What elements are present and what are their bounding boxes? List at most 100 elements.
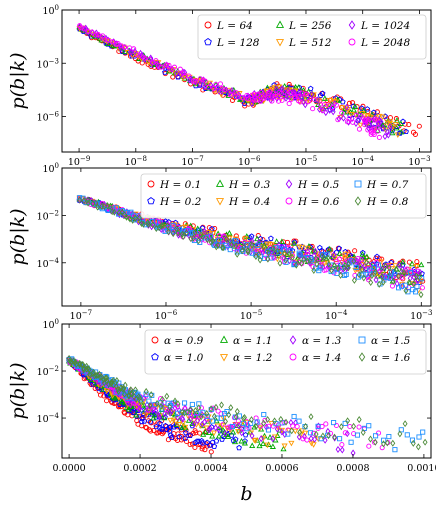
point — [307, 430, 314, 436]
point — [265, 427, 272, 433]
point — [335, 445, 341, 454]
legend-label: α = 1.1 — [233, 335, 272, 347]
chart-panel-2: 10−7 10−6 10−5 10−4 10−3 100 10−2 10−4 p(b|k) H =… — [7, 162, 433, 322]
point — [344, 103, 350, 111]
point — [199, 446, 205, 452]
point — [93, 32, 99, 38]
point — [132, 386, 138, 394]
legend-label: H = 0.3 — [228, 179, 271, 191]
point — [172, 397, 178, 405]
point — [278, 86, 284, 94]
point — [315, 436, 322, 443]
point — [375, 430, 382, 436]
point — [333, 249, 340, 255]
point — [242, 236, 249, 242]
point — [85, 199, 91, 207]
point — [219, 85, 225, 92]
point — [406, 122, 412, 128]
point — [134, 52, 140, 58]
point — [322, 436, 328, 444]
point — [210, 430, 218, 437]
point — [229, 424, 235, 430]
x-tick-label: 10−6 — [155, 309, 178, 322]
x-tick-label: 10−4 — [325, 309, 348, 322]
point — [339, 446, 345, 454]
point — [231, 438, 239, 445]
point — [363, 253, 370, 260]
point — [220, 244, 225, 251]
point — [125, 210, 131, 216]
point — [283, 256, 289, 264]
point — [289, 253, 295, 261]
point — [186, 73, 192, 79]
point — [315, 251, 322, 258]
point — [278, 415, 284, 423]
point — [351, 276, 357, 284]
legend-label: H = 0.5 — [297, 179, 340, 191]
point — [401, 269, 407, 277]
point — [104, 376, 110, 384]
point — [308, 413, 314, 421]
point — [305, 99, 311, 105]
point — [348, 439, 354, 445]
point — [161, 405, 168, 412]
point — [391, 271, 398, 277]
point — [304, 437, 310, 443]
point — [150, 414, 157, 421]
point — [305, 247, 311, 255]
point — [236, 444, 242, 451]
point — [386, 263, 392, 269]
x-tick-label: 10−3 — [408, 155, 430, 168]
point — [215, 408, 221, 414]
point — [146, 398, 152, 404]
point — [235, 94, 241, 100]
point — [180, 415, 186, 423]
legend-label: α = 1.4 — [302, 352, 341, 364]
point — [172, 404, 178, 412]
x-tick-label: 0.0000 — [52, 463, 85, 474]
point — [148, 391, 154, 399]
point — [209, 432, 216, 439]
point — [131, 396, 137, 402]
point — [413, 272, 419, 280]
point — [122, 381, 128, 389]
point — [286, 81, 292, 88]
point — [216, 425, 222, 433]
point — [176, 422, 183, 428]
point — [275, 20, 285, 28]
point — [341, 114, 346, 122]
point — [368, 435, 373, 443]
point — [297, 91, 303, 99]
point — [334, 270, 340, 277]
point — [133, 411, 140, 418]
point — [153, 58, 159, 64]
point — [257, 256, 263, 264]
point — [171, 229, 177, 235]
point — [387, 275, 394, 281]
point — [198, 437, 205, 444]
point — [289, 353, 297, 361]
point — [120, 385, 126, 393]
point — [239, 429, 245, 437]
point — [329, 105, 335, 111]
y-tick-label: 100 — [42, 4, 59, 17]
point — [104, 374, 110, 382]
point — [420, 429, 426, 435]
point — [167, 409, 173, 417]
point — [226, 411, 232, 419]
point — [78, 25, 85, 31]
point — [276, 84, 283, 91]
point — [174, 70, 180, 78]
point — [390, 439, 396, 447]
point — [278, 91, 284, 97]
point — [289, 427, 295, 435]
point — [403, 287, 409, 295]
point — [166, 228, 171, 236]
point — [396, 261, 402, 269]
point — [365, 115, 371, 123]
point — [377, 259, 384, 266]
point — [332, 262, 337, 270]
legend-box — [197, 14, 427, 60]
point — [142, 55, 148, 63]
